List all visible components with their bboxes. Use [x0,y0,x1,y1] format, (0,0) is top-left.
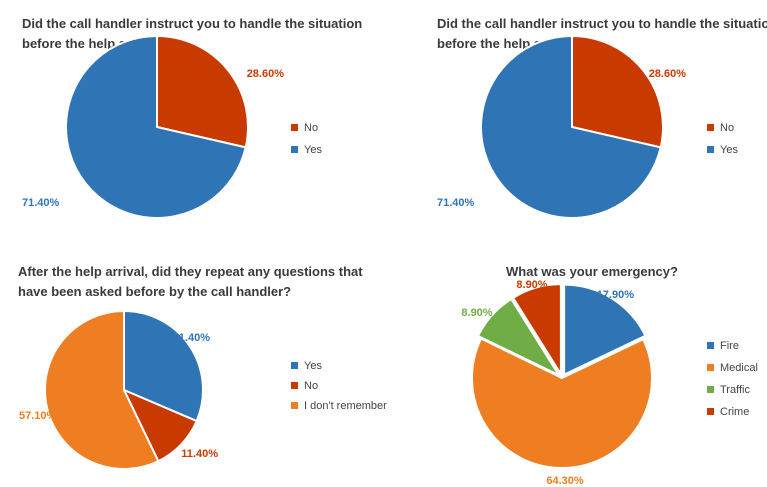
pie-slice-crime [511,283,562,378]
data-label: 8.90% [516,279,547,291]
legend-swatch [707,408,714,415]
legend-swatch [291,382,298,389]
data-label: 28.60% [649,68,687,80]
data-label: 71.40% [437,197,475,209]
pie-slice-fire [563,283,647,377]
legend-label: Fire [720,340,739,352]
legend-swatch [291,402,298,409]
legend-label: Traffic [720,384,750,396]
chart-title-line: Did the call handler instruct you to han… [437,16,767,31]
pie-chart-4: What was your emergency? 17.90% 64.30% 8.90… [461,264,758,487]
legend-label: No [720,122,734,134]
legend-label: Medical [720,362,758,374]
data-label: 11.40% [181,448,218,460]
pie-slice-yes [65,34,247,219]
legend-label: No [304,122,318,134]
legend-swatch [707,342,714,349]
chart-title-line: Did the call handler instruct you to han… [22,16,362,31]
legend-swatch [291,362,298,369]
chart-title-line: After the help arrival, did they repeat … [18,264,363,279]
pie-slice-traffic [476,297,562,378]
legend-label: Yes [720,144,738,156]
pie-chart-2: Did the call handler instruct you to han… [437,16,767,219]
pie-slice-medical [471,337,653,469]
legend-swatch [707,386,714,393]
pie-chart-1: Did the call handler instruct you to han… [22,16,362,219]
legend-swatch [707,124,714,131]
pie-slice-no [571,34,664,149]
chart-title-line: What was your emergency? [506,264,678,279]
pie-slice-yes [123,309,204,423]
legend-label: Crime [720,406,749,418]
legend-swatch [291,124,298,131]
pie-slice-no [156,34,249,149]
data-label: 64.30% [546,475,584,487]
legend-label: No [304,380,318,392]
data-label: 57.10% [19,410,57,422]
legend-swatch [707,146,714,153]
data-label: 17.90% [597,289,635,301]
data-label: 31.40% [173,332,211,344]
data-label: 28.60% [247,68,285,80]
pie-chart-3: After the help arrival, did they repeat … [18,264,387,470]
chart-title-line: have been asked before by the call handl… [18,284,291,299]
legend-label: I don't remember [304,400,387,412]
legend-swatch [291,146,298,153]
legend-swatch [707,364,714,371]
legend-label: Yes [304,144,322,156]
legend-label: Yes [304,360,322,372]
data-label: 8.90% [461,307,492,319]
pie-slice-yes [480,34,662,219]
pie-slice-i-don-t-remember [44,309,160,470]
data-label: 71.40% [22,197,60,209]
